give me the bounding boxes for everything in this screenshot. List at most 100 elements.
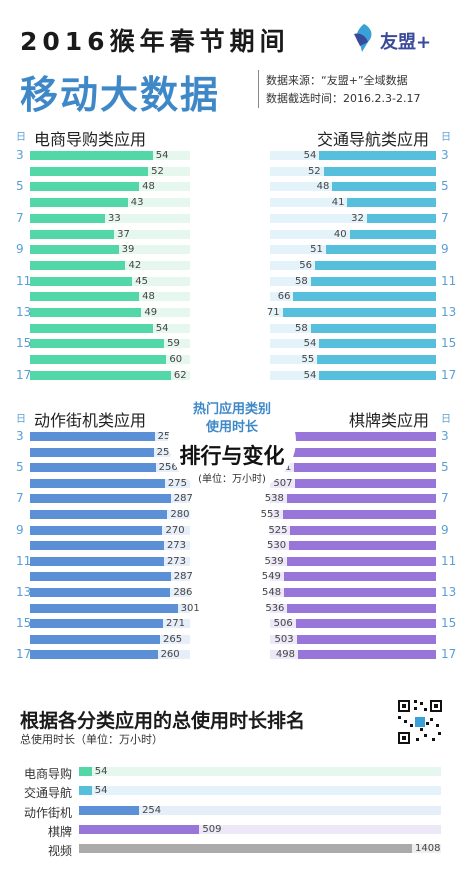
day-label: 17 xyxy=(441,367,457,382)
bar xyxy=(30,229,115,239)
bar xyxy=(30,355,167,365)
bar-track xyxy=(30,213,190,223)
ranking-bar xyxy=(79,767,92,776)
umeng-logo-icon xyxy=(354,24,372,52)
ranking-bar-value: 254 xyxy=(142,804,162,816)
bar xyxy=(30,276,133,286)
bar xyxy=(30,151,153,160)
bar-value: 58 xyxy=(294,322,308,334)
bar-value: 56 xyxy=(299,259,313,271)
bar-value: 503 xyxy=(274,633,294,645)
bar-value: 525 xyxy=(268,524,288,536)
bar-value: 270 xyxy=(165,524,185,536)
day-label: 5 xyxy=(16,179,24,194)
bar xyxy=(319,370,436,380)
bar-value: 498 xyxy=(275,649,295,661)
bar xyxy=(297,650,436,660)
day-label: 11 xyxy=(441,553,457,568)
bar-value: 538 xyxy=(264,493,284,505)
day-label: 17 xyxy=(16,647,32,662)
day-label: 13 xyxy=(441,305,457,319)
bar-value: 301 xyxy=(180,602,200,614)
day-unit-label: 日 xyxy=(16,132,26,143)
data-period: 数据截选时间：2016.2.3-2.17 xyxy=(266,92,421,105)
bar xyxy=(30,603,178,613)
bar xyxy=(30,478,165,488)
bubble-title: 排行与变化 xyxy=(179,444,285,468)
bar xyxy=(30,370,171,380)
day-label: 5 xyxy=(441,460,449,475)
bar-value: 48 xyxy=(142,291,155,303)
ranking-bar xyxy=(79,844,412,854)
bar xyxy=(295,478,436,488)
day-label: 9 xyxy=(441,522,449,537)
day-label: 7 xyxy=(16,210,24,225)
bar xyxy=(293,292,436,302)
bar-track xyxy=(270,213,436,223)
ranking-bar-value: 54 xyxy=(94,785,108,797)
bar xyxy=(30,308,142,317)
bar-value: 52 xyxy=(151,165,164,177)
bar xyxy=(290,525,436,535)
bar-value: 54 xyxy=(155,322,169,334)
bar-value: 539 xyxy=(264,555,284,567)
bar-value: 252 xyxy=(156,446,176,458)
bar-value: 37 xyxy=(117,228,130,240)
ranking-bar-track xyxy=(79,767,441,776)
bar xyxy=(30,166,149,176)
bar-value: 530 xyxy=(266,540,287,552)
panel-title: 棋牌类应用 xyxy=(348,411,429,430)
bar xyxy=(30,510,168,519)
bar-value: 271 xyxy=(165,618,186,630)
bar-value: 287 xyxy=(173,493,193,505)
bar-value: 273 xyxy=(166,555,187,567)
day-label: 7 xyxy=(16,491,24,506)
ranking-category-label: 交通导航 xyxy=(23,786,72,801)
bar-value: 548 xyxy=(262,587,282,598)
bar xyxy=(310,323,436,333)
bar xyxy=(30,432,155,441)
day-label: 9 xyxy=(16,522,24,537)
bar xyxy=(284,588,436,597)
bar xyxy=(282,510,436,519)
bar-value: 55 xyxy=(301,354,315,366)
day-label: 11 xyxy=(16,553,32,568)
bar xyxy=(30,447,154,457)
bar xyxy=(30,494,171,504)
bar-value: 265 xyxy=(163,633,183,645)
bar-value: 54 xyxy=(303,369,317,381)
bar-value: 40 xyxy=(333,228,347,240)
bar-value: 49 xyxy=(144,307,158,318)
day-label: 13 xyxy=(441,585,457,599)
bar-value: 51 xyxy=(310,244,323,256)
bar-value: 39 xyxy=(121,244,135,256)
bar xyxy=(366,213,436,223)
bar-value: 507 xyxy=(273,477,293,489)
logo-text: 友盟+ xyxy=(380,32,432,53)
day-unit-label: 日 xyxy=(441,132,451,143)
bar-value: 43 xyxy=(130,197,144,209)
ranking-category-label: 动作街机 xyxy=(23,805,72,820)
bar-value: 256 xyxy=(158,462,178,474)
bar xyxy=(30,541,164,551)
day-label: 7 xyxy=(441,210,449,225)
bar-value: 41 xyxy=(331,197,345,209)
bar xyxy=(315,260,436,270)
bar-value: 52 xyxy=(307,165,321,177)
bar xyxy=(319,151,436,160)
bar xyxy=(30,182,140,192)
bar-value: 59 xyxy=(167,338,180,350)
day-label: 13 xyxy=(16,585,32,599)
bar xyxy=(349,229,436,239)
data-source: 数据来源：“友盟+”全域数据 xyxy=(266,74,408,87)
bar-value: 273 xyxy=(166,540,187,552)
bar xyxy=(30,650,158,660)
header-divider xyxy=(258,70,259,108)
bar xyxy=(310,276,436,286)
bar-value: 275 xyxy=(167,477,188,489)
bar-value: 32 xyxy=(351,212,364,224)
bar xyxy=(332,182,436,192)
bar-value: 62 xyxy=(173,369,187,381)
bar-value: 260 xyxy=(160,649,180,661)
bubble-heading-2: 使用时长 xyxy=(205,420,258,435)
